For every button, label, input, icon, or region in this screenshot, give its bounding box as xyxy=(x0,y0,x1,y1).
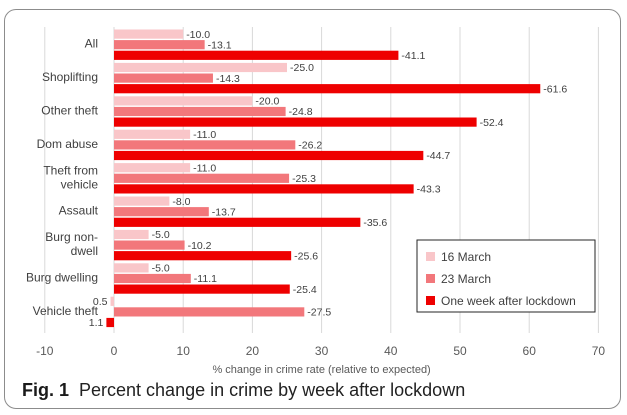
category-label-assault: Assault xyxy=(59,204,99,218)
data-label-one-week-after-lockdown-burg-non-dwell: -25.6 xyxy=(294,250,318,262)
x-tick-label-0: 0 xyxy=(111,344,118,358)
data-label-16-march-vehicle-theft: 0.5 xyxy=(93,296,108,308)
bar-one-week-after-lockdown-shoplifting xyxy=(114,84,541,94)
x-tick-label-10: 10 xyxy=(177,344,191,358)
figure-frame xyxy=(4,9,621,409)
category-label-dom-abuse: Dom abuse xyxy=(37,137,99,151)
figure-caption: Fig. 1 Percent change in crime by week af… xyxy=(22,380,465,401)
category-label-burg-dwelling: Burg dwelling xyxy=(26,271,98,285)
bar-23-march-burg-non-dwell xyxy=(114,240,185,250)
bar-16-march-assault xyxy=(114,196,170,206)
data-label-16-march-other-theft: -20.0 xyxy=(255,96,279,108)
data-label-23-march-shoplifting: -14.3 xyxy=(216,73,240,85)
x-tick-label-20: 20 xyxy=(246,344,260,358)
legend-label-one-week-after-lockdown: One week after lockdown xyxy=(441,294,576,308)
data-label-one-week-after-lockdown-assault: -35.6 xyxy=(363,217,387,229)
bar-23-march-assault xyxy=(114,207,209,217)
category-label-theft-from-vehicle: Theft from vehicle xyxy=(43,163,98,191)
bar-16-march-dom-abuse xyxy=(114,129,191,139)
data-label-16-march-burg-non-dwell: -5.0 xyxy=(152,229,170,241)
legend-swatch-16-march xyxy=(426,252,435,261)
bar-chart: -10.0-13.1 -41.1 -25.0 -14.3 -61.6 -20.0 -24.8… xyxy=(26,27,606,376)
bar-one-week-after-lockdown-other-theft xyxy=(114,117,477,127)
bar-23-march-theft-from-vehicle xyxy=(114,173,290,183)
category-label-vehicle-theft: Vehicle theft xyxy=(33,304,99,318)
bar-16-march-theft-from-vehicle xyxy=(114,163,191,173)
legend-swatch-23-march xyxy=(426,274,435,283)
data-label-16-march-theft-from-vehicle: -11.0 xyxy=(193,162,216,174)
bar-23-march-all xyxy=(114,40,205,50)
data-label-16-march-dom-abuse: -11.0 xyxy=(193,129,216,141)
bar-23-march-shoplifting xyxy=(114,73,213,83)
bar-23-march-dom-abuse xyxy=(114,140,296,150)
x-tick-label-60: 60 xyxy=(523,344,537,358)
data-label-23-march-burg-non-dwell: -10.2 xyxy=(188,240,212,252)
data-label-one-week-after-lockdown-burg-dwelling: -25.4 xyxy=(293,284,317,296)
x-tick-label-70: 70 xyxy=(592,344,606,358)
legend-label-23-march: 23 March xyxy=(441,272,491,286)
bar-23-march-burg-dwelling xyxy=(114,273,191,284)
data-label-one-week-after-lockdown-shoplifting: -61.6 xyxy=(543,83,567,95)
data-label-one-week-after-lockdown-other-theft: -52.4 xyxy=(480,117,504,129)
legend-swatch-one-week-after-lockdown xyxy=(426,296,435,305)
data-label-one-week-after-lockdown-theft-from-vehicle: -43.3 xyxy=(417,184,441,196)
data-label-one-week-after-lockdown-dom-abuse: -44.7 xyxy=(426,150,450,162)
x-axis-title: % change in crime rate (relative to expe… xyxy=(212,364,430,376)
data-label-16-march-burg-dwelling: -5.0 xyxy=(152,263,170,275)
bar-one-week-after-lockdown-all xyxy=(114,50,399,60)
data-label-23-march-dom-abuse: -26.2 xyxy=(298,140,322,152)
bar-16-march-burg-non-dwell xyxy=(114,229,149,240)
x-tick-label-50: 50 xyxy=(453,344,467,358)
category-label-burg-non-dwell: Burg non-dwell xyxy=(45,230,98,258)
bar-23-march-vehicle-theft xyxy=(114,307,305,317)
data-label-23-march-burg-dwelling: -11.1 xyxy=(194,273,217,285)
category-label-shoplifting: Shoplifting xyxy=(42,70,98,84)
bar-16-march-other-theft xyxy=(114,96,253,106)
bar-16-march-shoplifting xyxy=(114,62,287,73)
x-tick-label-30: 30 xyxy=(315,344,329,358)
figure-label: Fig. 1 xyxy=(22,380,70,400)
data-label-16-march-shoplifting: -25.0 xyxy=(290,62,314,74)
data-label-23-march-vehicle-theft: -27.5 xyxy=(307,307,331,319)
figure-caption-text: Percent change in crime by week after lo… xyxy=(79,380,466,400)
bar-one-week-after-lockdown-assault xyxy=(114,217,361,227)
x-tick-label-neg10: -10 xyxy=(36,344,54,358)
bar-16-march-all xyxy=(114,29,184,39)
data-label-23-march-other-theft: -24.8 xyxy=(289,106,313,118)
bar-16-march-burg-dwelling xyxy=(114,263,149,273)
data-label-16-march-assault: -8.0 xyxy=(172,196,190,208)
data-label-one-week-after-lockdown-vehicle-theft: 1.1 xyxy=(89,317,104,329)
bar-one-week-after-lockdown-vehicle-theft xyxy=(106,317,114,328)
x-tick-label-40: 40 xyxy=(384,344,398,358)
legend-label-16-march: 16 March xyxy=(441,250,491,264)
category-label-other-theft: Other theft xyxy=(41,104,98,118)
data-label-23-march-all: -13.1 xyxy=(208,39,232,51)
bar-one-week-after-lockdown-theft-from-vehicle xyxy=(114,184,414,194)
category-label-all: All xyxy=(85,37,98,51)
legend-box xyxy=(416,239,596,313)
bar-23-march-other-theft xyxy=(114,106,286,117)
data-label-one-week-after-lockdown-all: -41.1 xyxy=(401,50,425,62)
bar-one-week-after-lockdown-burg-dwelling xyxy=(114,284,290,294)
bar-one-week-after-lockdown-burg-non-dwell xyxy=(114,251,292,261)
data-label-16-march-all: -10.0 xyxy=(186,29,210,41)
data-label-23-march-theft-from-vehicle: -25.3 xyxy=(292,173,316,185)
bar-one-week-after-lockdown-dom-abuse xyxy=(114,150,424,161)
bar-16-march-vehicle-theft xyxy=(110,296,114,306)
data-label-23-march-assault: -13.7 xyxy=(212,206,236,218)
